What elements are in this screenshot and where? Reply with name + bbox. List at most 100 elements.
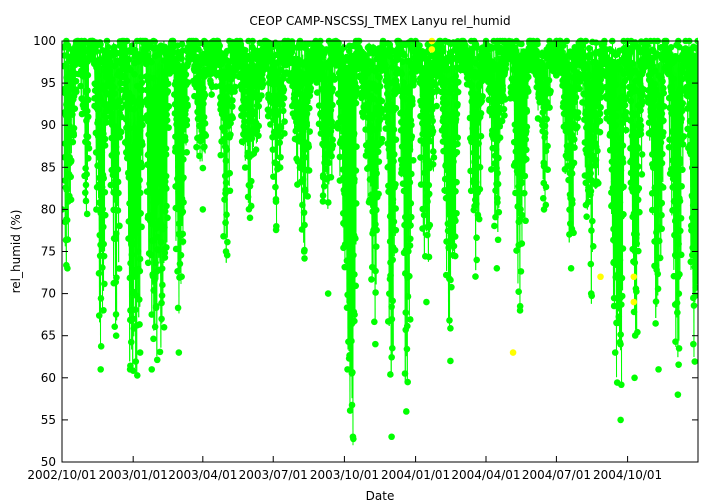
series-point xyxy=(473,234,480,241)
series-point xyxy=(352,282,360,290)
series-point xyxy=(224,238,231,246)
series-point xyxy=(97,295,105,302)
series-point xyxy=(231,88,238,95)
series-point xyxy=(102,119,110,126)
series-line xyxy=(278,58,281,163)
series-point xyxy=(307,84,315,92)
series-line xyxy=(63,48,66,247)
series-point xyxy=(518,40,525,48)
series-point xyxy=(585,44,593,52)
series-line xyxy=(115,51,118,321)
series-point xyxy=(392,104,400,112)
series-line xyxy=(190,47,193,50)
series-point xyxy=(184,102,191,110)
series-point xyxy=(372,267,379,275)
series-point xyxy=(84,155,92,162)
series-point xyxy=(72,77,80,85)
series-point xyxy=(542,183,550,191)
series-point xyxy=(138,223,145,231)
series-point xyxy=(477,109,485,117)
data-layer xyxy=(62,37,698,446)
series-point xyxy=(570,136,578,143)
series-line xyxy=(300,59,303,228)
series-point xyxy=(163,244,170,251)
series-line xyxy=(273,56,276,136)
series-line xyxy=(162,62,165,263)
series-point xyxy=(93,206,100,213)
series-point xyxy=(388,353,395,361)
series-point xyxy=(153,356,161,364)
series-point xyxy=(275,40,282,48)
series-point xyxy=(617,331,624,338)
series-point xyxy=(371,318,378,326)
series-line xyxy=(85,62,88,181)
series-point xyxy=(247,202,255,210)
series-line xyxy=(99,49,102,350)
series-point xyxy=(491,222,498,230)
series-point xyxy=(546,104,553,111)
series-point xyxy=(220,233,227,240)
series-point xyxy=(100,252,108,260)
series-point xyxy=(280,94,288,102)
series-point xyxy=(571,144,578,151)
series-line xyxy=(129,43,132,324)
series-point xyxy=(320,182,328,190)
series-point xyxy=(392,205,399,212)
series-line xyxy=(185,63,188,123)
series-point xyxy=(112,278,120,286)
series-point xyxy=(71,105,79,112)
series-point xyxy=(241,164,249,171)
series-line xyxy=(177,52,180,314)
series-point xyxy=(390,151,398,158)
series-point xyxy=(181,137,189,144)
series-point xyxy=(373,226,380,234)
series-point xyxy=(227,119,234,127)
series-point xyxy=(389,344,396,352)
series-point xyxy=(101,280,108,288)
series-point xyxy=(368,276,375,283)
series-line xyxy=(274,49,277,204)
series-point xyxy=(64,236,72,243)
series-point xyxy=(517,268,525,275)
series-point xyxy=(327,173,335,181)
series-point xyxy=(375,190,382,198)
series-point xyxy=(112,311,120,318)
series-point xyxy=(226,169,234,177)
series-point xyxy=(223,211,230,219)
series-point xyxy=(269,146,277,153)
series-point xyxy=(401,52,408,59)
series-line xyxy=(238,42,241,50)
series-point xyxy=(453,209,460,217)
series-point xyxy=(161,254,169,261)
series-line xyxy=(133,57,136,278)
series-point xyxy=(217,151,225,159)
series-line xyxy=(182,44,185,211)
series-point xyxy=(202,132,210,139)
series-point xyxy=(522,217,529,225)
series-point xyxy=(319,192,327,199)
series-point xyxy=(70,124,78,132)
series-point xyxy=(616,338,624,346)
series-point xyxy=(518,240,526,247)
series-point xyxy=(409,157,417,164)
series-point xyxy=(100,240,107,248)
series-point xyxy=(115,265,123,272)
series-point xyxy=(454,88,462,96)
series-point xyxy=(165,124,172,131)
series-point xyxy=(392,226,400,234)
series-line xyxy=(288,59,291,79)
series-line xyxy=(224,60,227,263)
series-line xyxy=(282,50,285,130)
series-point xyxy=(150,335,157,343)
series-point xyxy=(570,159,578,167)
series-point xyxy=(226,187,234,195)
series-point xyxy=(92,48,100,55)
series-point xyxy=(594,179,602,187)
series-line xyxy=(217,48,220,50)
series-line xyxy=(161,47,164,304)
series-point xyxy=(158,292,166,299)
series-point xyxy=(301,154,309,161)
series-point xyxy=(83,210,91,218)
series-line xyxy=(135,49,138,375)
series-point xyxy=(152,304,160,312)
